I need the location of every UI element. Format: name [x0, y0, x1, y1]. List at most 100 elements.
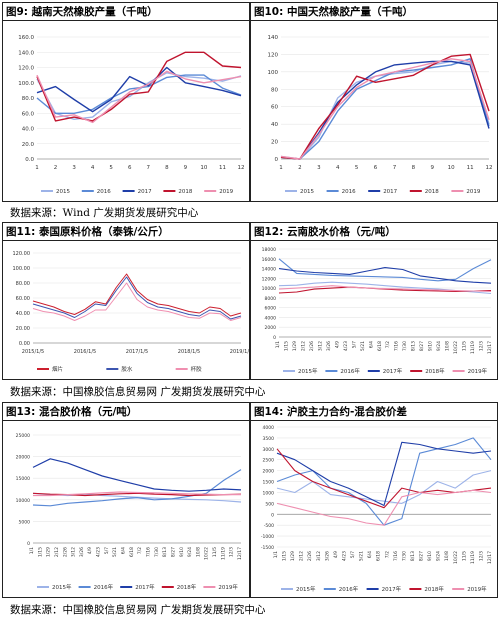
- legend-label: 2018年: [177, 583, 197, 591]
- yunnan-latex-price-chart: 0 2000 4000 6000 8000 10000 12000 14000 16000 180…: [262, 247, 493, 375]
- y-tick-label: 120: [268, 52, 279, 58]
- x-tick-label: 7: [147, 165, 151, 171]
- y-tick-label: 2000: [265, 325, 277, 331]
- y-tick-label: 3000: [263, 447, 275, 453]
- legend-label: 2016年: [339, 585, 359, 593]
- x-tick-label: 6/18: [376, 551, 382, 561]
- x-tick-label: 1/29: [292, 341, 298, 351]
- y-tick-label: 0.00: [19, 341, 30, 347]
- y-tick-label: 25000: [16, 433, 30, 439]
- x-tick-label: 11/5: [212, 547, 218, 557]
- y-tick-label: -500: [264, 523, 274, 529]
- chart-row-1: 图9: 越南天然橡胶产量（千吨） 0.0 20.0 40.0 60.0 80.0 100.…: [2, 2, 498, 202]
- x-tick-label: 3: [72, 165, 76, 171]
- y-tick-label: 0: [273, 335, 276, 341]
- y-tick-label: 1000: [263, 490, 275, 496]
- legend-label: 2015年: [296, 585, 316, 593]
- x-tick-label: 1: [35, 165, 39, 171]
- y-tick-label: 60.00: [16, 296, 30, 302]
- x-tick-label: 2: [298, 165, 302, 171]
- x-tick-label: 12/17: [487, 551, 493, 564]
- series-line-1: [32, 273, 242, 317]
- chart-title: 图9: 越南天然橡胶产量（千吨）: [6, 6, 158, 18]
- x-tick-label: 1/15: [283, 341, 289, 351]
- x-tick-label: 1/1: [275, 341, 281, 348]
- legend-label: 2019: [466, 189, 480, 195]
- x-tick-label: 2017/1/5: [126, 349, 148, 355]
- y-tick-label: 14000: [262, 267, 276, 273]
- y-tick-label: 12000: [262, 276, 276, 282]
- thai-raw-price-chart: 0.00 20.00 40.00 60.00 80.00 100.00 120.00 2015…: [13, 251, 250, 373]
- x-tick-label: 1/15: [37, 547, 43, 557]
- x-tick-label: 11: [219, 165, 226, 171]
- x-tick-label: 12/17: [487, 341, 493, 354]
- x-tick-label: 8: [165, 165, 169, 171]
- chart-title: 图10: 中国天然橡胶产量（千吨）: [254, 6, 413, 18]
- legend-label: 2019: [219, 189, 233, 195]
- source-note: 数据来源：中国橡胶信息贸易网 广发期货发展研究中心: [10, 604, 266, 616]
- chart-title: 图12: 云南胶水价格（元/吨）: [254, 226, 396, 238]
- x-tick-label: 8/27: [170, 547, 176, 557]
- x-tick-label: 9/24: [436, 341, 442, 351]
- x-tick-label: 8/13: [411, 341, 417, 351]
- x-tick-label: 1/15: [282, 551, 288, 561]
- x-tick-label: 10: [448, 165, 455, 171]
- legend-label: 2015年: [298, 367, 318, 375]
- legend-label: 2019年: [467, 585, 487, 593]
- x-tick-label: 9/10: [179, 547, 185, 557]
- y-tick-label: 6000: [265, 306, 277, 312]
- chart-panel-thai-raw: 图11: 泰国原料价格（泰铢/公斤） 0.00 20.00 40.00 60.00 80…: [2, 222, 250, 380]
- x-tick-label: 7: [393, 165, 397, 171]
- legend-label: 2018年: [425, 367, 445, 375]
- x-tick-label: 2016/1/5: [74, 349, 96, 355]
- x-tick-label: 12/3: [229, 547, 235, 557]
- legend-label: 2019年: [218, 583, 238, 591]
- legend-label: 2015: [56, 189, 70, 195]
- series-line-3: [32, 282, 242, 321]
- x-tick-label: 6: [374, 165, 378, 171]
- x-tick-label: 12: [238, 165, 245, 171]
- x-tick-label: 11/19: [470, 551, 476, 564]
- x-tick-label: 9: [184, 165, 188, 171]
- chart-title: 图11: 泰国原料价格（泰铢/公斤）: [6, 226, 169, 238]
- y-tick-label: 100: [268, 70, 279, 76]
- legend-label: 2019年: [468, 367, 488, 375]
- legend-label: 2018: [425, 189, 439, 195]
- mixed-rubber-price-chart: 0 5000 10000 15000 20000 25000 1/1 1/15 1/29 2/12…: [16, 433, 243, 591]
- y-tick-label: 4000: [265, 315, 277, 321]
- x-tick-label: 7/16: [394, 341, 400, 351]
- series-line-2: [32, 469, 242, 507]
- x-tick-label: 5/7: [104, 547, 110, 554]
- chart-title: 图13: 混合胶价格（元/吨）: [6, 406, 138, 418]
- y-tick-label: 0.0: [25, 157, 34, 163]
- y-tick-label: 60: [271, 105, 278, 111]
- x-tick-label: 8/13: [162, 547, 168, 557]
- x-tick-label: 3/12: [71, 547, 77, 557]
- x-tick-label: 2018/1/5: [178, 349, 200, 355]
- chart-row-3: 图13: 混合胶价格（元/吨） 0 5000 10000 15000 20000 2500…: [2, 402, 498, 598]
- y-tick-label: 10000: [262, 286, 276, 292]
- y-tick-label: 80.00: [16, 281, 30, 287]
- x-tick-label: 6/4: [121, 547, 127, 554]
- y-tick-label: 140.0: [18, 50, 34, 56]
- x-tick-label: 2015/1/5: [22, 349, 44, 355]
- chart-panel-mixed: 图13: 混合胶价格（元/吨） 0 5000 10000 15000 20000 2500…: [2, 402, 250, 598]
- x-tick-label: 10/22: [204, 547, 210, 560]
- y-tick-label: 4000: [263, 425, 275, 431]
- y-tick-label: 100.0: [18, 81, 34, 87]
- y-tick-label: 120.0: [18, 66, 34, 72]
- x-tick-label: 12: [486, 165, 493, 171]
- legend-label: 2018: [178, 189, 192, 195]
- x-tick-label: 2/26: [309, 341, 315, 351]
- x-tick-label: 8/27: [419, 341, 425, 351]
- legend-label: 2016年: [340, 367, 360, 375]
- y-tick-label: 20: [271, 140, 278, 146]
- x-tick-label: 4: [336, 165, 340, 171]
- series-line-2: [32, 276, 242, 320]
- x-tick-label: 7/30: [401, 551, 407, 561]
- series-line-4: [276, 448, 492, 509]
- x-tick-label: 2019/1/5: [230, 349, 249, 355]
- y-tick-label: 10000: [16, 498, 30, 504]
- series-line-3: [36, 66, 242, 113]
- series-line-3: [280, 60, 490, 160]
